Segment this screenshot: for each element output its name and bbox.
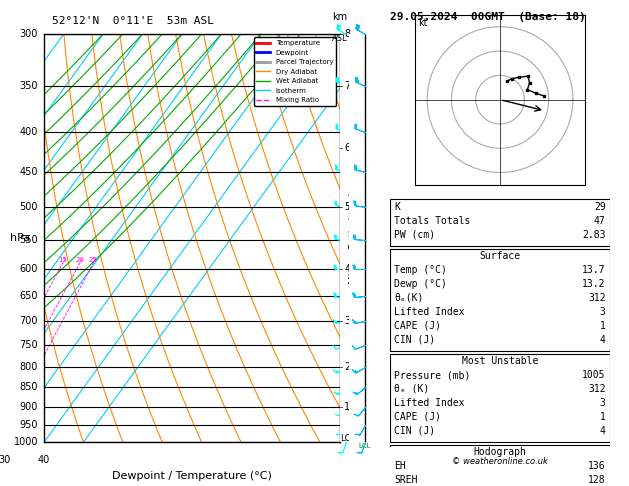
Text: 400: 400 [19, 126, 38, 137]
Text: 4: 4 [600, 335, 606, 345]
Text: 3: 3 [345, 316, 350, 326]
Text: 5: 5 [345, 202, 350, 212]
Text: θₑ (K): θₑ (K) [394, 384, 430, 394]
Text: 2: 2 [345, 362, 350, 372]
Text: LCL: LCL [340, 434, 355, 443]
Legend: Temperature, Dewpoint, Parcel Trajectory, Dry Adiabat, Wet Adiabat, Isotherm, Mi: Temperature, Dewpoint, Parcel Trajectory… [253, 37, 336, 106]
Text: 850: 850 [19, 382, 38, 392]
Text: 550: 550 [19, 235, 38, 244]
Bar [390, 199, 610, 246]
Text: Surface: Surface [479, 251, 521, 261]
Text: 1: 1 [600, 412, 606, 422]
Text: 15: 15 [58, 258, 67, 263]
Text: 600: 600 [19, 264, 38, 274]
Text: SREH: SREH [394, 475, 418, 485]
Text: Mixing Ratio (g/kg): Mixing Ratio (g/kg) [349, 192, 359, 284]
Text: θₑ(K): θₑ(K) [394, 293, 424, 303]
Text: 30: 30 [0, 454, 11, 465]
Text: Temp (°C): Temp (°C) [394, 265, 447, 275]
Text: 4: 4 [345, 264, 350, 274]
Text: 29.05.2024  00GMT  (Base: 18): 29.05.2024 00GMT (Base: 18) [390, 12, 586, 22]
Text: 1000: 1000 [14, 437, 38, 447]
Text: CAPE (J): CAPE (J) [394, 412, 442, 422]
Text: Lifted Index: Lifted Index [394, 398, 465, 408]
Text: 2.83: 2.83 [582, 230, 606, 240]
Text: 29: 29 [594, 202, 606, 212]
Text: 20: 20 [75, 258, 84, 263]
Text: 1: 1 [600, 321, 606, 331]
Text: © weatheronline.co.uk: © weatheronline.co.uk [452, 457, 548, 466]
Text: PW (cm): PW (cm) [394, 230, 435, 240]
Text: EH: EH [394, 461, 406, 471]
Text: 8: 8 [345, 29, 350, 39]
Text: 128: 128 [588, 475, 606, 485]
Text: ASL: ASL [332, 34, 347, 43]
Text: 750: 750 [19, 340, 38, 350]
Text: kt: kt [418, 18, 428, 28]
Text: 450: 450 [19, 167, 38, 176]
Text: Dewp (°C): Dewp (°C) [394, 279, 447, 289]
Text: 350: 350 [19, 81, 38, 91]
Text: Hodograph: Hodograph [474, 447, 526, 457]
Text: Totals Totals: Totals Totals [394, 216, 470, 226]
Text: LCL: LCL [343, 434, 358, 443]
Text: km: km [332, 12, 347, 22]
Text: 25: 25 [89, 258, 97, 263]
Text: 13.2: 13.2 [582, 279, 606, 289]
Text: 950: 950 [19, 420, 38, 430]
Text: LCL: LCL [359, 443, 371, 449]
Text: Pressure (mb): Pressure (mb) [394, 370, 470, 380]
Text: 47: 47 [594, 216, 606, 226]
Text: 3: 3 [600, 398, 606, 408]
Text: 800: 800 [19, 362, 38, 372]
Text: 40: 40 [38, 454, 50, 465]
Text: 1: 1 [345, 401, 350, 412]
Text: 136: 136 [588, 461, 606, 471]
Text: 300: 300 [19, 29, 38, 39]
Text: Dewpoint / Temperature (°C): Dewpoint / Temperature (°C) [112, 471, 272, 481]
Text: 312: 312 [588, 384, 606, 394]
Text: 3: 3 [600, 307, 606, 317]
Bar [390, 354, 610, 442]
Text: hPa: hPa [10, 233, 30, 243]
Text: 13.7: 13.7 [582, 265, 606, 275]
Text: CIN (J): CIN (J) [394, 335, 435, 345]
Text: 900: 900 [19, 401, 38, 412]
Text: 650: 650 [19, 291, 38, 301]
Text: CAPE (J): CAPE (J) [394, 321, 442, 331]
Bar [390, 249, 610, 351]
Text: 700: 700 [19, 316, 38, 326]
Text: 500: 500 [19, 202, 38, 212]
Text: 1005: 1005 [582, 370, 606, 380]
Text: 52°12'N  0°11'E  53m ASL: 52°12'N 0°11'E 53m ASL [52, 16, 214, 26]
Text: Most Unstable: Most Unstable [462, 356, 538, 366]
Text: 4: 4 [600, 426, 606, 435]
Text: 6: 6 [345, 143, 350, 153]
Text: K: K [394, 202, 400, 212]
Text: 312: 312 [588, 293, 606, 303]
Text: Lifted Index: Lifted Index [394, 307, 465, 317]
Text: 7: 7 [345, 81, 350, 91]
Bar [390, 445, 610, 486]
Text: CIN (J): CIN (J) [394, 426, 435, 435]
